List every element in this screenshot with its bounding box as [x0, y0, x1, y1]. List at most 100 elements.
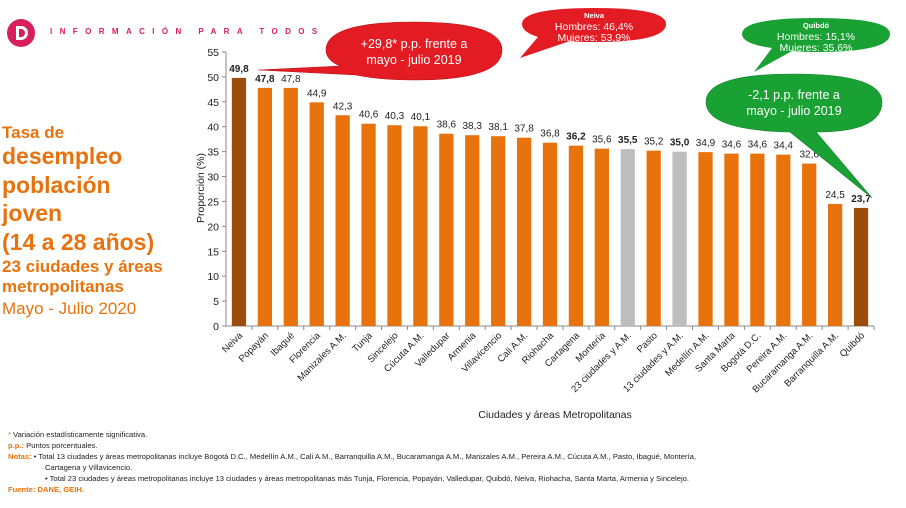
y-tick-label: 20: [207, 221, 219, 233]
bar-value-label: 34,6: [722, 140, 742, 151]
x-tick-label: Quibdó: [838, 330, 867, 359]
bar-value-label: 47,8: [281, 74, 301, 85]
bar: [802, 163, 817, 326]
title-line-4: joven: [2, 200, 63, 227]
bar: [594, 148, 609, 326]
y-tick-label: 35: [207, 147, 219, 159]
title-line-6: 23 ciudades y áreas: [2, 256, 163, 276]
quibdo-big-line2: mayo - julio 2019: [746, 104, 841, 118]
bar-value-label: 40,3: [385, 111, 405, 122]
chart-title-block: Tasa de desempleo población joven (14 a …: [2, 124, 202, 319]
footnotes: * Variación estadísticamente significati…: [8, 429, 898, 495]
neiva-big-line2: mayo - julio 2019: [366, 53, 461, 67]
bar: [335, 115, 350, 326]
bar: [672, 151, 687, 326]
bar: [776, 154, 791, 326]
y-tick-label: 25: [207, 196, 219, 208]
title-line-8: Mayo - Julio 2020: [2, 298, 137, 318]
bar: [750, 153, 765, 326]
neiva-big-callout: +29,8* p.p. frente a mayo - julio 2019: [257, 21, 503, 81]
quibdo-big-callout: -2,1 p.p. frente a mayo - julio 2019: [705, 73, 883, 199]
bar: [568, 145, 584, 326]
bar-value-label: 35,2: [644, 137, 664, 148]
quibdo-small-line2: Mujeres: 35,6%: [780, 42, 853, 54]
bar: [698, 152, 713, 326]
footnote-notes-key: Notas:: [8, 452, 32, 461]
bar-value-label: 38,3: [463, 121, 483, 132]
y-tick-label: 55: [207, 47, 219, 59]
bar: [309, 102, 324, 326]
neiva-small-line1: Hombres: 46,4%: [555, 21, 633, 33]
footnote-pp-text: Puntos porcentuales.: [26, 441, 98, 450]
neiva-big-line1: +29,8* p.p. frente a: [361, 37, 468, 51]
bar-value-label: 44,9: [307, 88, 327, 99]
title-line-2: desempleo: [2, 142, 123, 169]
dane-logo-icon: [7, 19, 35, 47]
bar-value-label: 36,8: [540, 129, 560, 140]
footnote-note-1: • Total 13 ciudades y áreas metropolitan…: [33, 452, 696, 461]
footnote-significance: * Variación estadísticamente significati…: [8, 429, 898, 440]
y-tick-label: 40: [207, 122, 219, 134]
y-tick-label: 30: [207, 172, 219, 184]
bar: [361, 123, 376, 326]
footnote-notes: Notas: • Total 13 ciudades y áreas metro…: [8, 451, 898, 462]
y-tick-label: 50: [207, 72, 219, 84]
bar-value-label: 34,9: [696, 138, 716, 149]
footnote-star-mark: *: [8, 430, 11, 439]
bar-value-label: 34,6: [748, 140, 768, 151]
footnote-pp-key: p.p.:: [8, 441, 25, 450]
footnote-note-2: • Total 23 ciudades y áreas metropolitan…: [45, 474, 689, 483]
y-tick-label: 15: [207, 246, 219, 258]
bar-value-label: 34,4: [774, 141, 794, 152]
neiva-small-title: Neiva: [584, 11, 605, 20]
bar: [491, 136, 506, 326]
y-tick-label: 45: [207, 97, 219, 109]
title-line-5: (14 a 28 años): [2, 229, 155, 256]
bar: [620, 149, 635, 326]
bar-value-label: 38,1: [488, 122, 508, 133]
bar: [465, 135, 480, 326]
bar-value-label: 24,5: [825, 190, 845, 201]
title-line-1: Tasa de: [2, 123, 65, 142]
bar-value-label: 35,6: [592, 135, 612, 146]
title-line-7: metropolitanas: [2, 277, 124, 297]
quibdo-big-line1: -2,1 p.p. frente a: [748, 88, 840, 102]
bar: [283, 87, 298, 327]
bar: [516, 137, 532, 326]
bar-value-label: 47,8: [255, 74, 275, 85]
bar: [646, 150, 661, 326]
bar-value-label: 40,6: [359, 110, 379, 121]
bar-value-label: 35,0: [670, 138, 690, 149]
y-tick-label: 0: [213, 321, 219, 333]
bar-value-label: 32,6: [799, 150, 819, 161]
quibdo-small-callout: Quibdó Hombres: 15,1% Mujeres: 35,6%: [742, 18, 890, 72]
bar: [853, 207, 869, 326]
bar-value-label: 23,7: [851, 194, 871, 205]
chart-value-labels: 49,8 47,8 47,8 44,9 42,3 40,6 40,3 40,1 38,6 38,3…: [229, 64, 871, 205]
footnote-source: Fuente: DANE, GEIH.: [8, 485, 84, 494]
bar: [413, 126, 428, 326]
title-line-3: población: [2, 171, 111, 198]
quibdo-small-line1: Hombres: 15,1%: [777, 31, 855, 43]
bar: [387, 125, 402, 326]
neiva-small-callout: Neiva Hombres: 46,4% Mujeres: 53,9%: [520, 8, 666, 58]
bar-value-label: 35,5: [618, 135, 638, 146]
bar: [439, 133, 454, 326]
x-axis-label: Ciudades y áreas Metropolitanas: [478, 409, 632, 421]
chart-bars: [231, 77, 875, 330]
neiva-small-line2: Mujeres: 53,9%: [558, 32, 631, 44]
bar: [827, 203, 843, 326]
bar: [231, 77, 247, 326]
quibdo-small-title: Quibdó: [803, 21, 830, 30]
bar-value-label: 42,3: [333, 101, 353, 112]
brand-tagline: INFORMACIÓN PARA TODOS: [50, 27, 325, 36]
footnote-note-1b: Cartagena y Villavicencio.: [45, 463, 133, 472]
footnote-pp: p.p.: Puntos porcentuales.: [8, 440, 898, 451]
y-tick-label: 5: [213, 296, 219, 308]
bar-value-label: 37,8: [514, 124, 534, 135]
bar-value-label: 36,2: [566, 132, 586, 143]
footnote-star-text: Variación estadísticamente significativa…: [13, 430, 148, 439]
y-axis-label: Proporción (%): [195, 153, 207, 223]
